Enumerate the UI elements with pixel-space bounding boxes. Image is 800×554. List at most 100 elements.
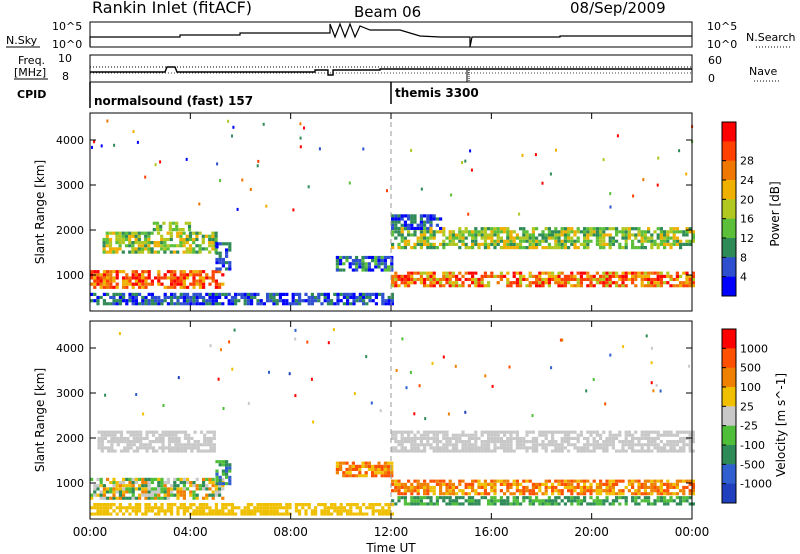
- heatmap-cell: [691, 233, 695, 237]
- heatmap-cell: [426, 489, 430, 493]
- heatmap-cell: [618, 277, 622, 281]
- heatmap-cell: [650, 489, 654, 493]
- heatmap-cell: [99, 509, 103, 513]
- heatmap-cell: [234, 506, 238, 510]
- heatmap-cell: [391, 284, 395, 288]
- heatmap-cell: [515, 433, 519, 437]
- heatmap-cell: [345, 467, 349, 471]
- heatmap-cell: [272, 506, 276, 510]
- heatmap-cell: [439, 489, 443, 493]
- heatmap-cell: [503, 492, 507, 496]
- heatmap-cell: [615, 499, 619, 503]
- heatmap-cell: [458, 449, 462, 453]
- heatmap-cell: [672, 485, 676, 489]
- heatmap-cell: [208, 234, 212, 238]
- heatmap-cell: [464, 449, 468, 453]
- heatmap-cell: [554, 239, 558, 243]
- heatmap-cell: [541, 440, 545, 444]
- heatmap-cell: [145, 436, 149, 440]
- heatmap-cell: [493, 492, 497, 496]
- heatmap-cell: [445, 274, 449, 278]
- heatmap-cell: [161, 443, 165, 447]
- heatmap-cell: [107, 430, 111, 434]
- heatmap-cell: [179, 295, 183, 299]
- heatmap-cell: [477, 246, 481, 250]
- heatmap-cell: [407, 223, 411, 227]
- heatmap-cell: [586, 239, 590, 243]
- heatmap-cell: [413, 436, 417, 440]
- heatmap-cell: [679, 284, 683, 288]
- heatmap-cell: [320, 512, 324, 516]
- heatmap-cell: [397, 226, 401, 230]
- heatmap-cell: [519, 482, 523, 486]
- heatmap-cell: [391, 446, 395, 450]
- heatmap-cell: [618, 440, 622, 444]
- heatmap-cell: [490, 271, 494, 275]
- heatmap-cell: [397, 277, 401, 281]
- heatmap-cell: [416, 271, 420, 275]
- heatmap-cell: [515, 242, 519, 246]
- heatmap-cell: [256, 299, 260, 303]
- heatmap-cell: [541, 430, 545, 434]
- heatmap-cell: [278, 299, 282, 303]
- heatmap-cell: [384, 509, 388, 513]
- heatmap-cell: [228, 248, 232, 252]
- heatmap-cell: [160, 496, 164, 500]
- heatmap-cell: [643, 436, 647, 440]
- heatmap-cell: [576, 230, 580, 234]
- heatmap-cell: [161, 433, 165, 437]
- heatmap-cell: [179, 234, 183, 238]
- heatmap-cell: [403, 274, 407, 278]
- heatmap-cell: [522, 489, 526, 493]
- heatmap-cell: [624, 233, 628, 237]
- heatmap-cell: [631, 479, 635, 483]
- heatmap-cell: [624, 440, 628, 444]
- heatmap-cell: [211, 241, 215, 245]
- heatmap-cell: [682, 489, 686, 493]
- heatmap-cell: [602, 482, 606, 486]
- heatmap-cell: [173, 270, 177, 274]
- heatmap-cell: [675, 443, 679, 447]
- heatmap-cell: [232, 125, 235, 129]
- heatmap-cell: [508, 365, 511, 369]
- heatmap-cell: [570, 230, 574, 234]
- heatmap-cell: [650, 346, 653, 350]
- heatmap-cell: [627, 227, 631, 231]
- heatmap-cell: [138, 292, 142, 296]
- heatmap-cell: [339, 467, 343, 471]
- heatmap-cell: [474, 236, 478, 240]
- heatmap-cell: [118, 302, 122, 306]
- heatmap-cell: [464, 246, 468, 250]
- heatmap-cell: [471, 502, 475, 506]
- heatmap-cell: [688, 230, 692, 234]
- heatmap-cell: [147, 292, 151, 296]
- heatmap-cell: [602, 158, 605, 162]
- heatmap-cell: [557, 236, 561, 240]
- heatmap-cell: [367, 255, 371, 259]
- heatmap-cell: [135, 430, 140, 434]
- heatmap-cell: [416, 226, 420, 230]
- heatmap-cell: [656, 274, 660, 278]
- nsky-panel: [89, 21, 693, 48]
- heatmap-cell: [182, 237, 186, 242]
- heatmap-cell: [634, 284, 638, 288]
- heatmap-cell: [490, 449, 494, 453]
- heatmap-cell: [675, 440, 679, 444]
- heatmap-cell: [480, 449, 484, 453]
- heatmap-cell: [605, 482, 609, 486]
- heatmap-cell: [326, 295, 330, 299]
- heatmap-cell: [592, 479, 596, 483]
- heatmap-cell: [477, 446, 481, 450]
- heatmap-cell: [413, 449, 417, 453]
- heatmap-cell: [358, 464, 362, 468]
- heatmap-cell: [506, 230, 510, 234]
- heatmap-cell: [483, 284, 487, 288]
- heatmap-cell: [193, 430, 197, 434]
- heatmap-cell: [519, 271, 523, 275]
- heatmap-cell: [423, 236, 427, 240]
- heatmap-cell: [215, 482, 219, 486]
- heatmap-cell: [535, 239, 539, 243]
- heatmap-cell: [326, 302, 330, 306]
- heatmap-cell: [512, 239, 516, 243]
- heatmap-cell: [570, 479, 574, 483]
